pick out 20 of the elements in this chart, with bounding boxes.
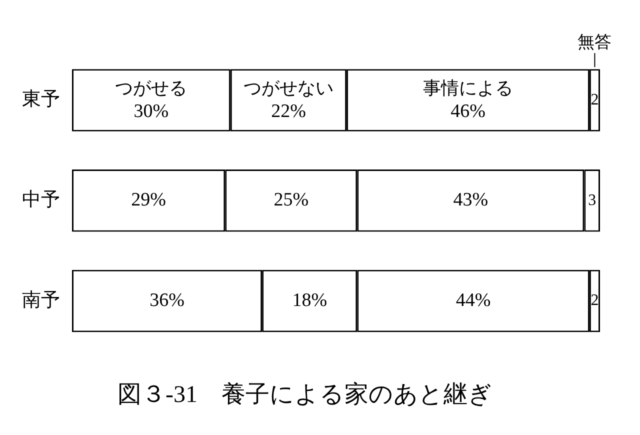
data-label: 36% — [150, 290, 185, 311]
data-label: 2 — [590, 91, 599, 108]
text: 図３-31 養子による家のあと継ぎ — [118, 380, 492, 408]
data-label: 3 — [588, 192, 596, 209]
data-label: 29% — [131, 190, 166, 211]
series-label: つがせる — [115, 78, 188, 98]
data-label: 43% — [453, 190, 488, 211]
series-label: 無答 — [578, 32, 612, 52]
series-label: 事情による — [423, 78, 513, 98]
data-label: 2 — [590, 292, 599, 310]
data-label: 25% — [274, 190, 309, 211]
data-label: 22% — [271, 101, 306, 122]
data-label: 18% — [292, 290, 328, 311]
data-label: 46% — [450, 101, 486, 122]
y-tick-label: 南予 — [22, 290, 60, 311]
y-tick-label: 東予 — [22, 89, 60, 110]
data-label: 44% — [456, 290, 491, 311]
y-tick-label: 中予 — [22, 190, 60, 211]
data-label: 30% — [134, 101, 169, 122]
series-label: つがせない — [243, 78, 334, 98]
